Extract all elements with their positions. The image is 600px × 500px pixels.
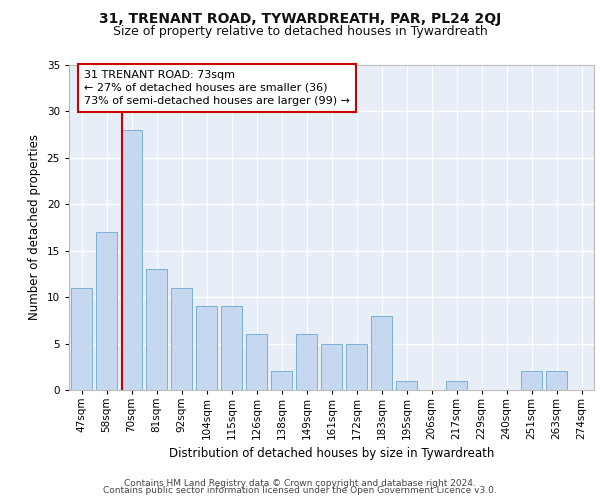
Bar xyxy=(71,288,92,390)
Bar xyxy=(396,380,417,390)
Text: Contains HM Land Registry data © Crown copyright and database right 2024.: Contains HM Land Registry data © Crown c… xyxy=(124,478,476,488)
Text: Size of property relative to detached houses in Tywardreath: Size of property relative to detached ho… xyxy=(113,25,487,38)
Bar xyxy=(221,306,242,390)
Bar xyxy=(446,380,467,390)
Text: Contains public sector information licensed under the Open Government Licence v3: Contains public sector information licen… xyxy=(103,486,497,495)
Text: 31 TRENANT ROAD: 73sqm
← 27% of detached houses are smaller (36)
73% of semi-det: 31 TRENANT ROAD: 73sqm ← 27% of detached… xyxy=(84,70,350,106)
Bar xyxy=(121,130,142,390)
Bar xyxy=(371,316,392,390)
Bar xyxy=(146,270,167,390)
Bar xyxy=(296,334,317,390)
Bar xyxy=(271,372,292,390)
Y-axis label: Number of detached properties: Number of detached properties xyxy=(28,134,41,320)
Bar xyxy=(196,306,217,390)
Bar xyxy=(346,344,367,390)
Bar xyxy=(321,344,342,390)
Bar xyxy=(546,372,567,390)
Bar xyxy=(171,288,192,390)
X-axis label: Distribution of detached houses by size in Tywardreath: Distribution of detached houses by size … xyxy=(169,448,494,460)
Bar xyxy=(246,334,267,390)
Bar xyxy=(96,232,117,390)
Bar xyxy=(521,372,542,390)
Text: 31, TRENANT ROAD, TYWARDREATH, PAR, PL24 2QJ: 31, TRENANT ROAD, TYWARDREATH, PAR, PL24… xyxy=(99,12,501,26)
